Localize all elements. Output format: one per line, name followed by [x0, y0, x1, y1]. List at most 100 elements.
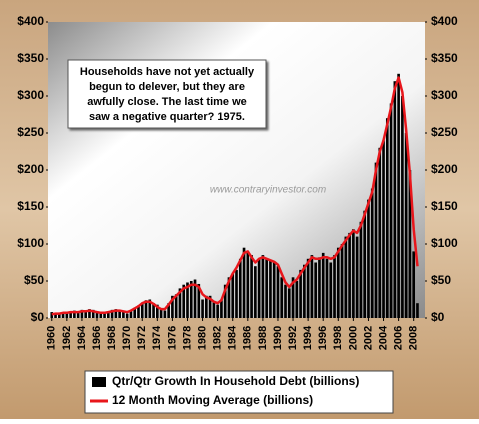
y-tick-label: $50 [24, 273, 44, 287]
bar [182, 284, 186, 318]
x-tick-label: 1980 [196, 326, 208, 350]
annotation: Households have not yet actually [80, 66, 255, 78]
bar [201, 299, 204, 318]
bar [404, 133, 408, 318]
bar [73, 310, 76, 318]
y-tick-label: $300 [17, 88, 44, 102]
bar [114, 309, 118, 318]
y-tick-label: $100 [17, 236, 44, 250]
bar [156, 304, 159, 318]
x-tick-label: 1964 [76, 325, 88, 350]
annotation: awfully close. The last time we [87, 96, 247, 108]
bar [367, 199, 370, 318]
bar [329, 262, 333, 318]
y-tick-label: $0 [31, 310, 45, 324]
bar [220, 299, 223, 318]
bar [340, 244, 344, 318]
bar [212, 301, 216, 318]
annotation: saw a negative quarter? 1975. [89, 111, 245, 123]
bar [208, 295, 212, 318]
bar [91, 309, 95, 318]
legend [84, 370, 394, 414]
bar [231, 273, 235, 318]
bar [129, 310, 133, 318]
bar [359, 221, 363, 318]
bar [107, 311, 110, 318]
bar [352, 229, 355, 318]
bar [178, 288, 182, 318]
bar [303, 264, 306, 318]
bar [314, 262, 317, 318]
bar [284, 284, 287, 318]
bar [401, 96, 404, 318]
line [51, 76, 419, 316]
bar [397, 73, 400, 318]
bar [54, 313, 57, 318]
x-tick-label: 2008 [408, 326, 420, 350]
x-tick-label: 1996 [317, 326, 329, 350]
bar [125, 313, 129, 318]
y-tick-label: $200 [17, 162, 44, 176]
bar [291, 277, 295, 318]
bar [205, 295, 208, 318]
bar [171, 295, 174, 318]
bar [363, 210, 366, 318]
y2-tick-label: $400 [431, 14, 458, 28]
bar [223, 284, 227, 318]
bar [152, 303, 155, 318]
bar [257, 258, 261, 318]
bar [167, 303, 170, 318]
bar [280, 277, 284, 318]
bar [144, 300, 148, 318]
bar [374, 162, 378, 318]
bar [325, 258, 329, 318]
bar [216, 304, 219, 318]
bar [148, 299, 152, 318]
bar [355, 236, 359, 318]
bar [95, 311, 99, 318]
legend-label: 12 Month Moving Average (billions) [112, 393, 313, 407]
bar [261, 255, 265, 318]
watermark: www.contraryinvestor.com [210, 185, 326, 196]
bar [295, 281, 299, 318]
bar [140, 302, 144, 318]
bar [61, 312, 65, 318]
bar [389, 103, 393, 319]
bar [269, 260, 272, 318]
bar [238, 258, 242, 318]
bar [310, 255, 314, 318]
bar [416, 303, 419, 318]
y2-tick-label: $350 [431, 51, 458, 65]
bar [50, 312, 54, 318]
bar [254, 266, 257, 318]
bar [250, 255, 253, 318]
bar [137, 305, 140, 318]
bar [103, 312, 106, 318]
bar [382, 140, 385, 318]
bar [318, 257, 321, 318]
x-tick-label: 1988 [257, 326, 269, 350]
bar [133, 307, 137, 318]
x-tick-label: 1976 [166, 326, 178, 350]
y-tick-label: $250 [17, 125, 44, 139]
bar [80, 309, 84, 318]
bar [88, 309, 91, 318]
bar [272, 262, 276, 318]
x-tick-label: 2002 [362, 326, 374, 350]
bar [265, 258, 268, 318]
bar [276, 266, 280, 318]
bar [227, 277, 231, 318]
bar [65, 312, 69, 318]
x-tick-label: 1986 [242, 326, 254, 350]
bar [299, 269, 302, 318]
bar [408, 170, 412, 318]
bar [306, 258, 310, 318]
bar [76, 311, 80, 318]
bar [197, 283, 201, 318]
bar [321, 252, 325, 318]
bar [118, 309, 121, 318]
bar [348, 232, 351, 318]
bar [336, 247, 340, 318]
annotation: begun to delever, but they are [89, 81, 245, 93]
y2-tick-label: $200 [431, 162, 458, 176]
